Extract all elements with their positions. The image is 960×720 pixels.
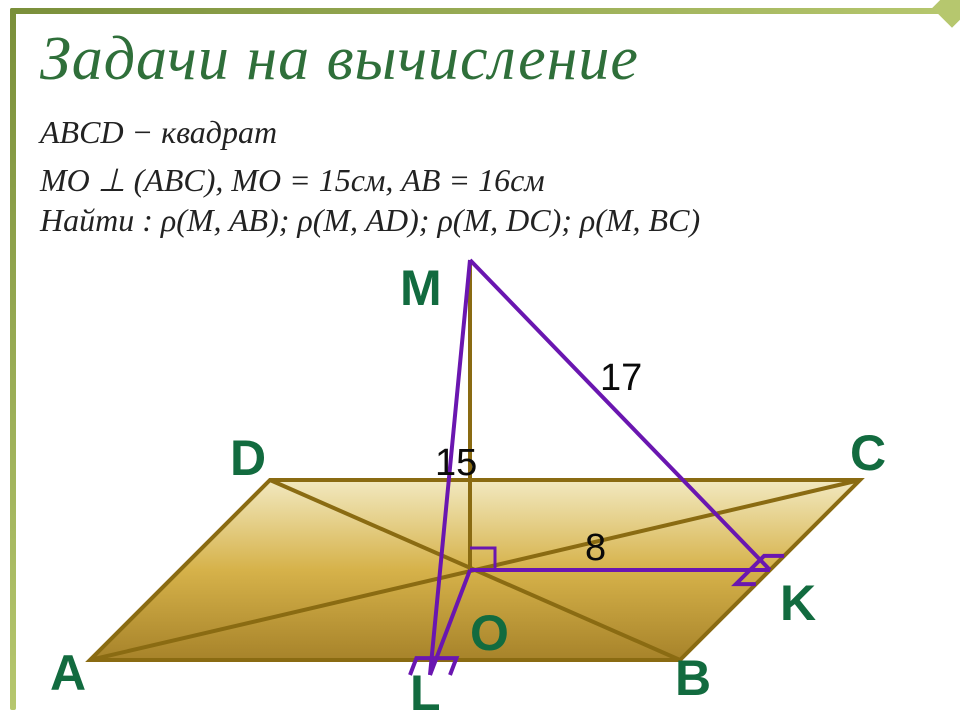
rho-4: ρ — [580, 202, 595, 238]
find-item-1: (M, AB); — [176, 202, 297, 238]
given-block: ABCD − квадрат MO ⊥ (ABC), MO = 15см, AB… — [40, 108, 545, 204]
given-line1: ABCD − квадрат — [40, 108, 545, 156]
label-m: M — [400, 260, 442, 316]
rho-2: ρ — [297, 202, 312, 238]
num-17: 17 — [600, 357, 642, 399]
label-k: K — [780, 575, 816, 631]
rho-1: ρ — [161, 202, 176, 238]
label-d: D — [230, 430, 266, 486]
given-line2: MO ⊥ (ABC), MO = 15см, AB = 16см — [40, 156, 545, 204]
find-block: Найти : ρ(M, AB); ρ(M, AD); ρ(M, DC); ρ(… — [40, 202, 700, 239]
frame-top — [10, 8, 950, 14]
num-8: 8 — [585, 527, 606, 569]
find-item-4: (M, BC) — [595, 202, 700, 238]
label-a: A — [50, 645, 86, 701]
page-title: Задачи на вычисление — [40, 24, 639, 95]
num-15: 15 — [435, 442, 477, 484]
perp-symbol: ⊥ — [98, 162, 126, 198]
label-l: L — [410, 665, 441, 710]
label-o: O — [470, 605, 509, 661]
geometry-diagram: A B C D M O K L 15 17 8 — [40, 250, 920, 710]
title-text: Задачи на вычисление — [40, 25, 639, 93]
diagram-svg: A B C D M O K L 15 17 8 — [40, 250, 920, 710]
given-mo: MO — [40, 162, 90, 198]
rho-3: ρ — [437, 202, 452, 238]
frame-left — [10, 8, 16, 710]
label-c: C — [850, 425, 886, 481]
label-b: B — [675, 650, 711, 706]
find-prefix: Найти : — [40, 202, 161, 238]
given-rest: (ABC), MO = 15см, AB = 16см — [134, 162, 545, 198]
find-item-3: (M, DC); — [453, 202, 580, 238]
find-item-2: (M, AD); — [313, 202, 438, 238]
